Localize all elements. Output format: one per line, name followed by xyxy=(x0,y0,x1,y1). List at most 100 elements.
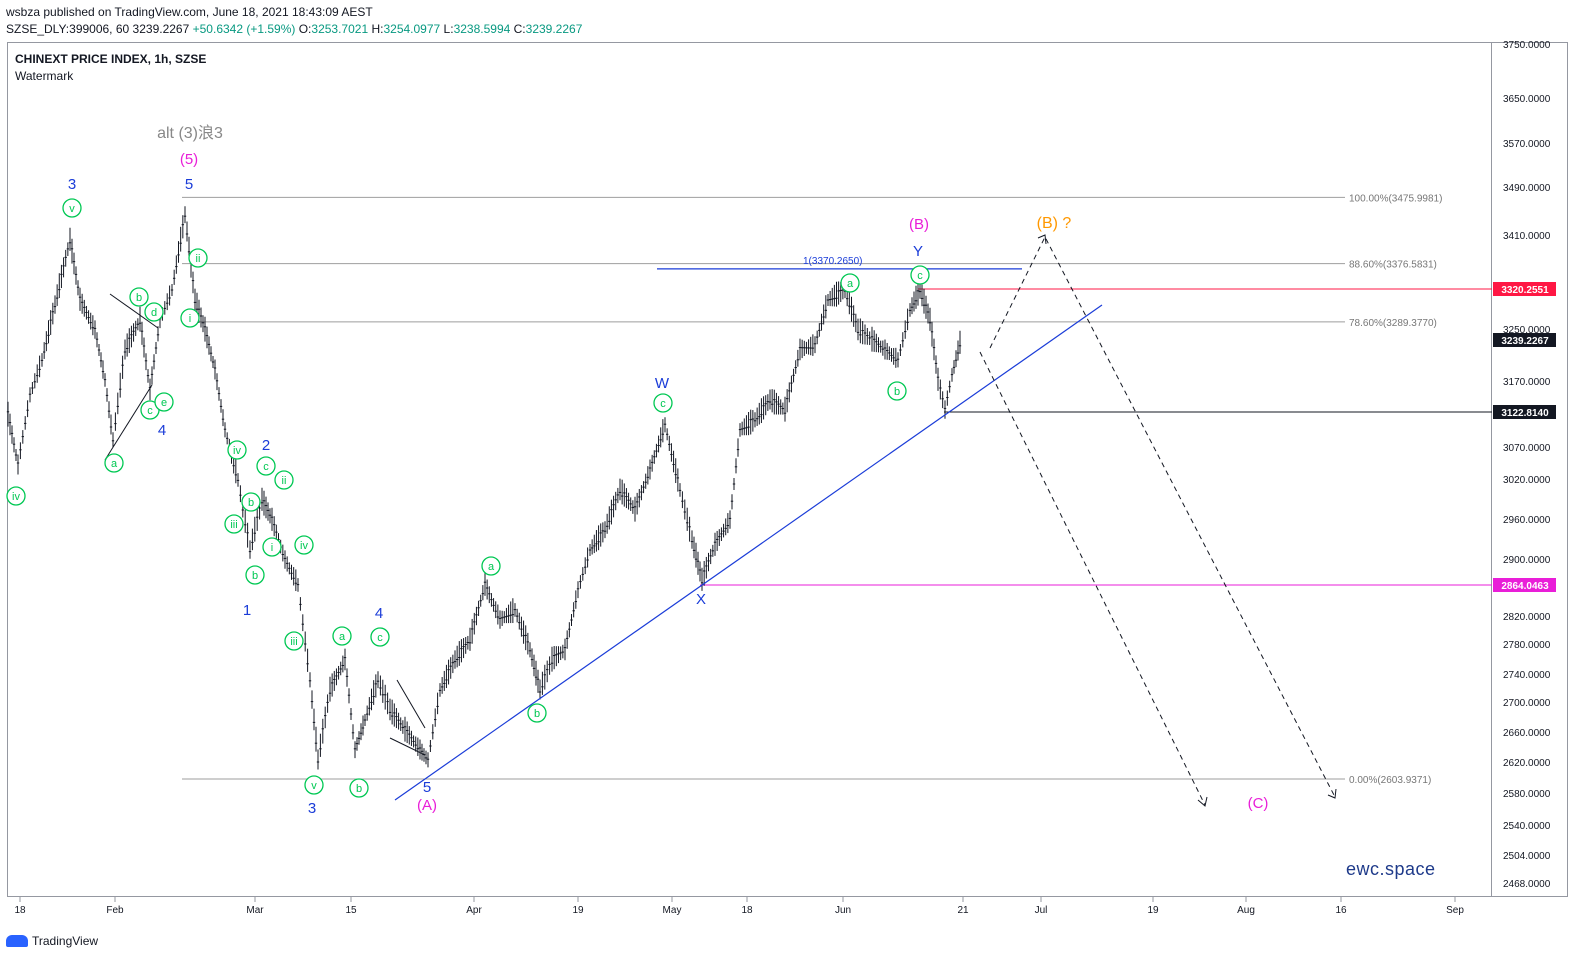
wave-circle-label: iv xyxy=(12,491,20,503)
wedge-line xyxy=(389,737,426,756)
price-tag xyxy=(1493,405,1556,419)
wave-circle-label: c xyxy=(147,405,153,417)
symbol-label: SZSE_DLY:399006, 60 xyxy=(6,22,130,36)
legend-subtitle: Watermark xyxy=(15,69,74,83)
y-tick-label: 2700.0000 xyxy=(1503,698,1551,709)
x-tick-label: Jul xyxy=(1035,905,1048,916)
wave-label: X xyxy=(696,591,706,608)
x-tick-label: 16 xyxy=(1335,905,1347,916)
x-tick-label: Apr xyxy=(466,905,482,916)
wave-circle-label: ii xyxy=(282,475,287,487)
wave-circle-label: b xyxy=(356,783,362,795)
wave-circle xyxy=(274,470,294,490)
wave-label: (A) xyxy=(417,797,437,814)
price-tag xyxy=(1493,282,1556,296)
wave-circle-label: e xyxy=(161,397,167,409)
wave-circle xyxy=(262,537,282,557)
fib-label: 0.00%(2603.9371) xyxy=(1349,775,1431,786)
wave-circle-label: iii xyxy=(230,519,237,531)
wave-circle-label: a xyxy=(111,458,118,470)
projection-path xyxy=(979,351,1206,806)
price-tag-label: 3122.8140 xyxy=(1501,408,1549,419)
x-tick-label: Feb xyxy=(106,905,124,916)
chart-pane[interactable] xyxy=(7,42,1492,897)
price-tag-label: 3239.2267 xyxy=(1501,336,1549,347)
y-tick-label: 2660.0000 xyxy=(1503,728,1551,739)
wave-circle xyxy=(245,565,265,585)
wave-label: (B) ? xyxy=(1037,215,1072,232)
wave-circle xyxy=(104,453,124,473)
y-tick-label: 2468.0000 xyxy=(1503,879,1551,890)
publish-info: wsbza published on TradingView.com, June… xyxy=(6,5,373,19)
wave-label: alt (3)浪3 xyxy=(157,124,223,142)
y-tick-label: 2504.0000 xyxy=(1503,851,1551,862)
close-label: C: xyxy=(513,22,526,36)
wave-circle xyxy=(129,287,149,307)
last-price: 3239.2267 xyxy=(132,22,190,36)
x-tick-label: May xyxy=(663,905,682,916)
x-tick-label: 18 xyxy=(14,905,26,916)
price-tag-label: 3320.2551 xyxy=(1501,285,1549,296)
low-label: L: xyxy=(443,22,454,36)
wave-circle xyxy=(224,514,244,534)
wave-circle xyxy=(840,273,860,293)
x-tick-label: 19 xyxy=(572,905,584,916)
wedge-line xyxy=(396,679,426,729)
x-tick-label: Sep xyxy=(1446,905,1464,916)
open-label: O: xyxy=(298,22,312,36)
tradingview-logo[interactable]: TradingView xyxy=(6,934,98,948)
wave-circle-label: b xyxy=(894,386,900,398)
y-tick-label: 3570.0000 xyxy=(1503,139,1551,150)
y-tick-label: 3750.0000 xyxy=(1503,40,1551,51)
arrow-head xyxy=(1037,234,1047,245)
arrow-head xyxy=(1197,796,1208,807)
wave-circle xyxy=(304,775,324,795)
wave-circle-label: b xyxy=(136,292,142,304)
wave-circle xyxy=(284,631,304,651)
wave-circle-label: c xyxy=(377,632,383,644)
change-value: +50.6342 (+1.59%) xyxy=(192,22,296,36)
tradingview-logo-icon xyxy=(6,935,28,947)
fib-label: 88.60%(3376.5831) xyxy=(1349,260,1437,271)
wave-label: (B) xyxy=(909,216,929,233)
x-tick-label: Jun xyxy=(835,905,851,916)
projection-path xyxy=(989,235,1336,798)
watermark-text: ewc.space xyxy=(1346,859,1436,879)
wave-label: W xyxy=(655,375,670,392)
wave-circle-label: v xyxy=(311,780,317,792)
y-tick-label: 2620.0000 xyxy=(1503,758,1551,769)
price-tag xyxy=(1493,578,1556,592)
y-tick-label: 3070.0000 xyxy=(1503,443,1551,454)
y-tick-label: 2580.0000 xyxy=(1503,789,1551,800)
high-value: 3254.0977 xyxy=(383,22,441,36)
wave-circle-label: b xyxy=(248,497,254,509)
high-label: H: xyxy=(371,22,384,36)
y-tick-label: 2960.0000 xyxy=(1503,515,1551,526)
wedge-line xyxy=(104,384,153,461)
wave-circle-label: iii xyxy=(290,636,297,648)
y-tick-label: 2820.0000 xyxy=(1503,612,1551,623)
wave-circle-label: i xyxy=(189,313,191,325)
y-tick-label: 3020.0000 xyxy=(1503,475,1551,486)
wave-circle xyxy=(653,393,673,413)
wave-label: 1 xyxy=(243,602,251,619)
wave-circle xyxy=(62,198,82,218)
wave-label: 4 xyxy=(158,422,166,439)
y-tick-label: 3490.0000 xyxy=(1503,183,1551,194)
close-value: 3239.2267 xyxy=(525,22,583,36)
wedge-line xyxy=(109,293,159,329)
wave-circle xyxy=(294,535,314,555)
wave-circle-label: ii xyxy=(196,253,201,265)
fib-label: 100.00%(3475.9981) xyxy=(1349,193,1442,204)
wave-label: 5 xyxy=(185,176,193,193)
wave-circle xyxy=(144,302,164,322)
y-tick-label: 3650.0000 xyxy=(1503,94,1551,105)
y-tick-label: 2540.0000 xyxy=(1503,821,1551,832)
price-axis[interactable] xyxy=(1492,42,1568,897)
x-tick-label: Mar xyxy=(246,905,264,916)
wave-circle-label: b xyxy=(534,708,540,720)
x-tick-label: Aug xyxy=(1237,905,1255,916)
wave-circle-label: a xyxy=(488,561,495,573)
wave-circle xyxy=(6,486,26,506)
ohlc-bar: SZSE_DLY:399006, 60 3239.2267 +50.6342 (… xyxy=(6,22,582,36)
